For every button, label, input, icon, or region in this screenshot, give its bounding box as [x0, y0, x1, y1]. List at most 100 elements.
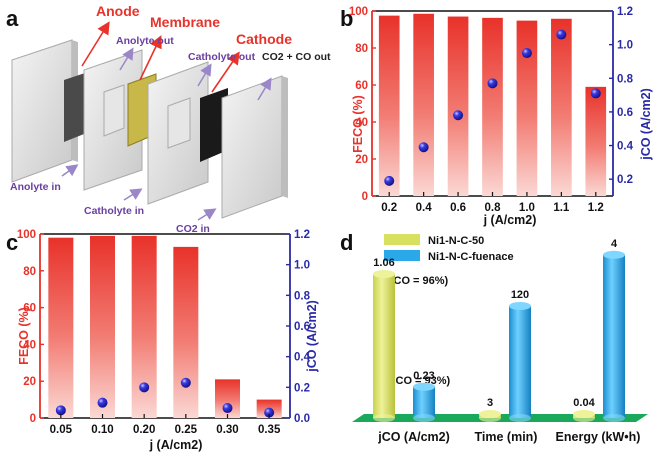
panel-b-y2tick-label: 1.0	[617, 40, 633, 52]
panel-b-jco-point	[384, 175, 395, 186]
panel-c-ytick-label: 40	[23, 339, 36, 351]
arrow-membrane	[139, 35, 162, 81]
value-label-blue: 0.23	[413, 370, 434, 382]
label-co2-co-out: CO2 + CO out	[262, 51, 331, 63]
panel-b-ylabel: FECO (%)	[351, 95, 365, 153]
cathode-electrode	[200, 88, 228, 162]
panel-b-y2label: jCO (A/cm2)	[639, 88, 653, 161]
label-catholyte-in: Catholyte in	[84, 205, 144, 217]
cathode-plate	[221, 75, 288, 219]
panel-b-xtick-label: 1.2	[588, 202, 604, 214]
panel-d-chart: d Ni1-N-C-50 Ni1-N-C-fuenace (FECO = 96%…	[340, 230, 648, 444]
legend-label-yellow: Ni1-N-C-50	[428, 235, 484, 247]
panel-c-y2tick-label: 0.0	[294, 413, 310, 425]
panel-b-y2tick-label: 0.2	[617, 174, 633, 186]
legend-swatch-blue	[384, 250, 420, 261]
panel-c-jco-point	[97, 397, 108, 408]
panel-b-ytick-label: 60	[355, 80, 368, 92]
panel-b-ytick-label: 40	[355, 117, 368, 129]
panel-c-fe-bar	[48, 237, 74, 418]
cylinder-blue-base	[509, 414, 531, 422]
panel-b-y2tick-label: 1.2	[617, 6, 633, 18]
panel-c-xtick-label: 0.30	[216, 424, 238, 436]
cylinder-blue	[413, 386, 435, 418]
panel-b-fe-bar	[482, 17, 503, 196]
arrow-co2-out	[257, 77, 272, 101]
category-label: jCO (A/cm2)	[377, 430, 450, 444]
label-membrane: Membrane	[150, 14, 220, 30]
cylinder-blue-base	[603, 414, 625, 422]
arrow-co2-in	[197, 208, 217, 221]
panel-b-jco-point	[556, 29, 567, 40]
cylinder-yellow	[373, 274, 395, 418]
panel-c-ytick-label: 60	[23, 303, 36, 315]
panel-b-fe-bar	[516, 20, 538, 197]
arrow-cathode	[211, 51, 240, 93]
panel-c-y2tick-label: 0.2	[294, 382, 310, 394]
panel-c-y2tick-label: 1.2	[294, 229, 310, 241]
label-anolyte-out: Anolyte out	[116, 35, 174, 47]
value-label-yellow: 0.04	[573, 397, 595, 409]
category-label: Time (min)	[475, 430, 538, 444]
panel-b-ytick-label: 0	[362, 191, 368, 203]
label-anode: Anode	[96, 3, 140, 19]
panel-b-y2tick-label: 0.6	[617, 107, 633, 119]
arrow-anode	[81, 21, 110, 67]
panel-c-jco-point	[180, 377, 191, 388]
cylinder-blue	[509, 306, 531, 418]
panel-b-jco-point	[418, 142, 429, 153]
label-anolyte-in: Anolyte in	[10, 181, 61, 193]
cylinder-blue-top	[413, 382, 435, 391]
cylinder-yellow-base	[573, 414, 595, 422]
cylinder-blue	[603, 254, 625, 418]
panel-c-y2tick-label: 0.8	[294, 290, 311, 302]
cathode-frame	[147, 61, 209, 205]
cylinder-yellow-base	[373, 414, 395, 422]
panel-b-ytick-label: 80	[355, 43, 368, 55]
panel-label-a: a	[6, 6, 19, 31]
panel-b-y2tick-label: 0.8	[617, 73, 634, 85]
panel-c-jco-point	[222, 403, 233, 414]
legend-swatch-yellow	[384, 234, 420, 245]
panel-b-fe-bar	[447, 16, 469, 196]
panel-b-jco-point	[453, 110, 464, 121]
panel-c-xtick-label: 0.20	[133, 424, 155, 436]
panel-b-xlabel: j (A/cm2)	[483, 213, 537, 227]
cylinder-yellow-base	[479, 414, 501, 422]
panel-c-ytick-label: 100	[17, 229, 36, 241]
panel-b-ytick-label: 20	[355, 154, 368, 166]
panel-b-jco-point	[590, 88, 601, 99]
arrow-catholyte-out	[197, 63, 212, 87]
panel-c-xlabel: j (A/cm2)	[149, 438, 203, 452]
panel-c-y2tick-label: 1.0	[294, 260, 310, 272]
arrow-anolyte-out	[119, 47, 134, 71]
panel-b-xtick-label: 0.2	[381, 202, 397, 214]
panel-c-y2tick-label: 0.4	[294, 352, 311, 364]
panel-label-c: c	[6, 230, 18, 255]
panel-b-xtick-label: 1.1	[553, 202, 570, 214]
arrow-catholyte-in	[123, 188, 143, 201]
cylinder-blue-top	[509, 302, 531, 310]
panel-label-b: b	[340, 6, 353, 31]
panel-c-fe-bar	[173, 246, 199, 418]
value-label-yellow: 1.06	[373, 257, 394, 269]
panel-b-jco-point	[487, 78, 498, 89]
panel-b-fe-bar	[413, 13, 434, 197]
label-catholyte-out: Catholyte out	[188, 51, 256, 63]
panel-b-fe-bar	[551, 18, 572, 196]
panel-c-ylabel: FECO (%)	[17, 307, 31, 365]
value-label-blue: 120	[511, 289, 529, 301]
cylinder-yellow-top	[373, 270, 395, 278]
panel-b-chart: b FECO (%) jCO (A/cm2) j (A/cm2) 0 20 40 60…	[340, 6, 653, 227]
panel-c-ytick-label: 80	[23, 266, 36, 278]
panel-a-schematic: a Anode Membrane Ca	[6, 3, 331, 235]
panel-b-fe-bar	[378, 15, 400, 196]
panel-c-ytick-label: 20	[23, 376, 36, 388]
panel-c-xtick-label: 0.05	[50, 424, 73, 436]
panel-c-jco-point	[139, 382, 150, 393]
panel-c-xtick-label: 0.35	[258, 424, 281, 436]
panel-b-xtick-label: 0.6	[450, 202, 466, 214]
category-label: Energy (kW•h)	[556, 430, 641, 444]
arrow-anolyte-in	[61, 164, 79, 177]
